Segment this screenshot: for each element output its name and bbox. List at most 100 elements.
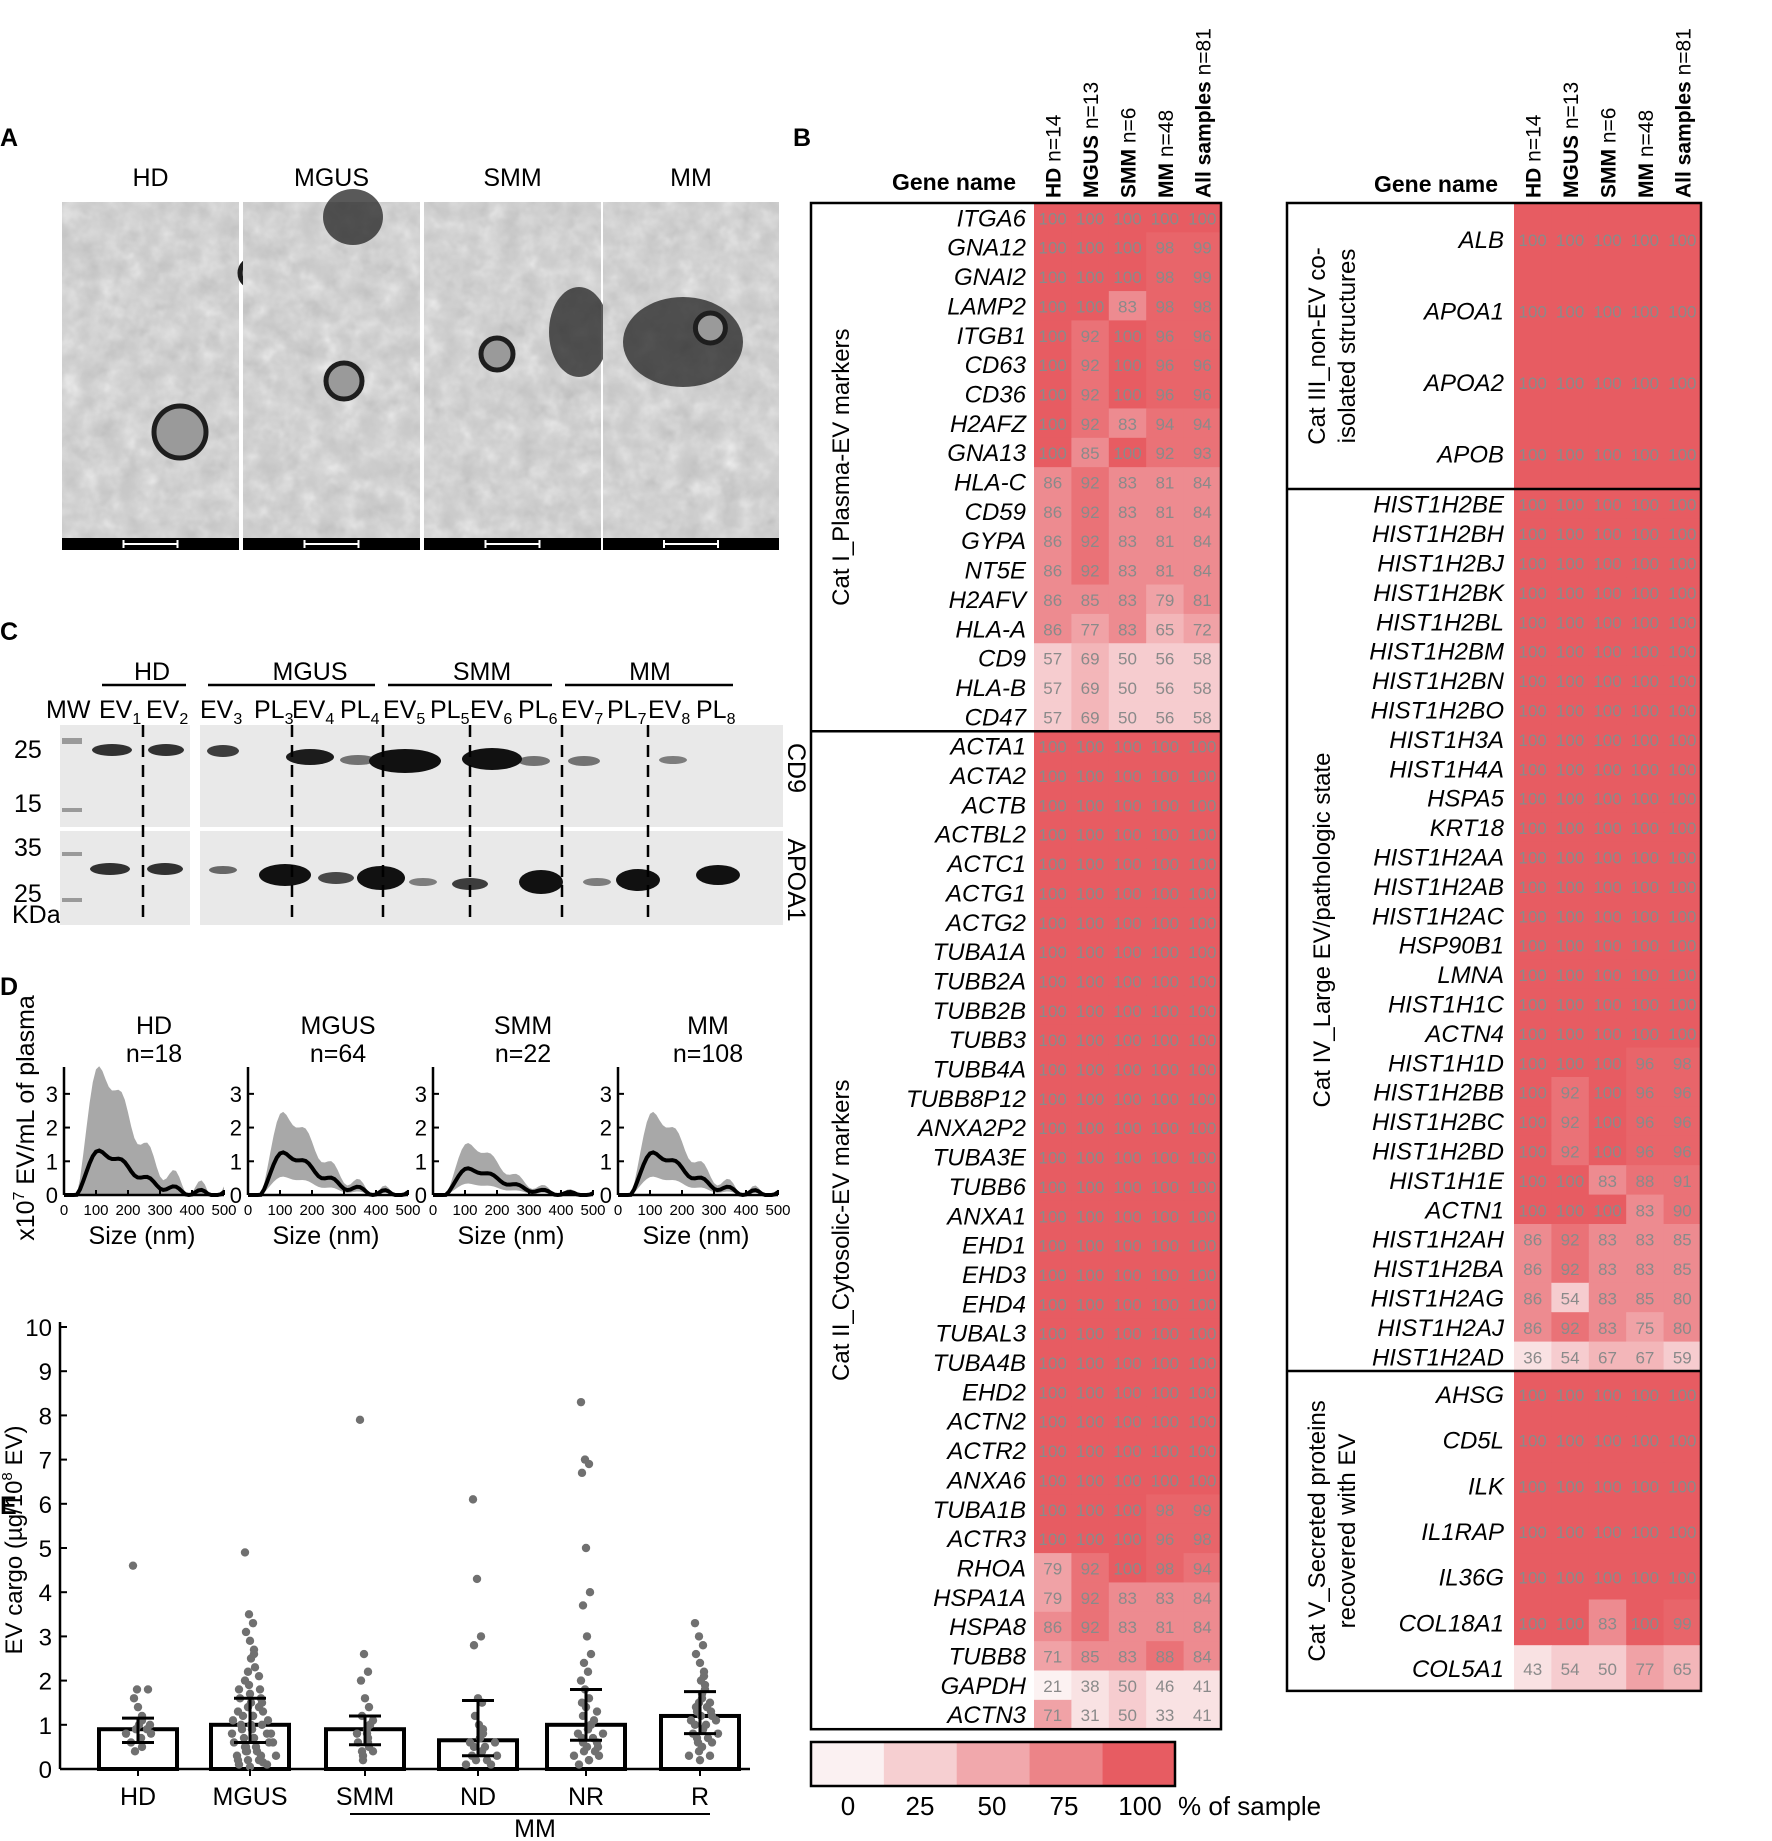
heat-cell [1034, 643, 1072, 674]
heat-cell [1034, 672, 1072, 703]
heat-cell-value: 69 [1081, 708, 1100, 727]
heat-cell [1183, 1494, 1222, 1525]
heat-cell [1588, 1599, 1627, 1646]
heat-cell [1071, 1611, 1110, 1642]
heat-cell [1514, 1224, 1552, 1254]
heat-cell-value: 81 [1155, 503, 1174, 522]
heat-cell-value: 100 [1668, 672, 1696, 691]
heat-cell [1514, 783, 1552, 813]
heat-cell [1626, 1194, 1665, 1225]
heat-cell-value: 54 [1561, 1660, 1580, 1679]
heat-cell [1663, 518, 1702, 549]
data-point [121, 1729, 131, 1738]
data-point [713, 1729, 723, 1738]
heat-cell [1108, 1670, 1147, 1701]
heat-cell [1034, 1670, 1072, 1701]
gene-label: ACTA1 [948, 734, 1026, 761]
nta-x-tick-label: 100 [83, 1202, 108, 1219]
heat-cell-value: 83 [1118, 1589, 1137, 1608]
heat-cell [1514, 1645, 1552, 1692]
heat-cell-value: 100 [1556, 1386, 1584, 1405]
heat-cell [1146, 936, 1185, 967]
heat-cell [1551, 1371, 1590, 1418]
heat-cell [1626, 346, 1665, 419]
data-point [694, 1632, 704, 1641]
em-dark-region [323, 189, 383, 245]
heat-cell [1146, 1553, 1185, 1584]
heat-cell-value: 100 [1593, 496, 1621, 515]
heat-cell [1034, 1054, 1072, 1085]
heat-cell-value: 79 [1043, 1589, 1062, 1608]
heat-cell-value: 100 [1076, 1354, 1104, 1373]
heat-cell [1071, 555, 1110, 586]
heat-cell-value: 100 [1556, 907, 1584, 926]
nta-y-tick-label: 0 [230, 1183, 242, 1208]
heat-cell [1071, 643, 1110, 674]
blot-lane-label: PL3 [254, 696, 294, 728]
data-point [592, 1707, 602, 1716]
nta-x-tick-label: 200 [484, 1202, 509, 1219]
heat-cell [1183, 584, 1222, 615]
heat-cell [1663, 489, 1702, 519]
heat-cell-value: 83 [1598, 1231, 1617, 1250]
heat-cell [1626, 636, 1665, 666]
bar-ylabel-post: EV) [1, 1426, 28, 1473]
nta-plot-n: n=64 [310, 1040, 366, 1068]
heat-cell [1183, 1230, 1222, 1261]
heat-cell [1034, 995, 1072, 1026]
lane-subscript: 3 [285, 711, 294, 728]
gene-label: HIST1H2BH [1372, 521, 1505, 548]
heat-cell [1663, 1341, 1702, 1372]
heat-cell-value: 100 [1631, 445, 1659, 464]
gene-label: HIST1H1C [1388, 992, 1505, 1019]
heat-cell [1626, 1312, 1665, 1343]
heat-cell [1071, 1112, 1110, 1143]
heat-cell-value: 100 [1151, 1237, 1179, 1256]
heat-cell [1551, 606, 1590, 637]
heat-cell-value: 100 [1151, 1383, 1179, 1402]
lane-subscript: 3 [233, 711, 242, 728]
legend-tick: 100 [1118, 1791, 1161, 1821]
heat-cell-value: 100 [1556, 445, 1584, 464]
nta-y-tick-label: 2 [230, 1116, 242, 1141]
heat-cell-value: 71 [1043, 1648, 1062, 1667]
gene-label: HSPA5 [1427, 786, 1505, 813]
data-point [250, 1663, 260, 1672]
heat-cell [1588, 1165, 1627, 1196]
heat-cell [1034, 790, 1072, 820]
heat-cell-value: 100 [1593, 374, 1621, 393]
heat-cell-value: 100 [1151, 1149, 1179, 1168]
heat-cell [1663, 547, 1702, 578]
gene-label: ITGB1 [957, 323, 1026, 350]
category-label: Cat IV_Large EV/pathologic state [1309, 753, 1336, 1108]
data-point [461, 1760, 471, 1769]
heat-cell-value: 100 [1593, 1477, 1621, 1496]
nta-y-tick-label: 0 [415, 1183, 427, 1208]
nta-ylabel-exp: 7 [11, 1191, 28, 1200]
heat-cell-value: 96 [1635, 1143, 1654, 1162]
heat-cell-value: 100 [1556, 1523, 1584, 1542]
heat-cell-value: 100 [1151, 943, 1179, 962]
heat-cell [1663, 1508, 1702, 1555]
heat-cell [1146, 907, 1185, 938]
heat-cell [1183, 437, 1222, 468]
data-point [263, 1716, 273, 1725]
heat-cell-value: 100 [1188, 1090, 1216, 1109]
data-point [359, 1649, 369, 1659]
heat-cell [1071, 790, 1110, 820]
heat-cell-value: 83 [1155, 1589, 1174, 1608]
heat-cell-value: 85 [1081, 591, 1100, 610]
heat-cell-value: 100 [1631, 613, 1659, 632]
heat-cell-value: 100 [1519, 672, 1547, 691]
heat-cell-value: 100 [1593, 966, 1621, 985]
heat-cell [1183, 349, 1222, 380]
gene-label: TUBA4B [933, 1350, 1026, 1377]
heat-cell [1183, 1523, 1222, 1554]
heat-cell [1514, 577, 1552, 608]
heat-cell [1551, 1135, 1590, 1166]
heat-cell [1071, 467, 1110, 498]
heat-cell-value: 100 [1593, 555, 1621, 574]
heat-cell [1514, 636, 1552, 666]
heat-cell-value: 100 [1113, 1207, 1141, 1226]
heat-cell-value: 100 [1631, 1569, 1659, 1588]
